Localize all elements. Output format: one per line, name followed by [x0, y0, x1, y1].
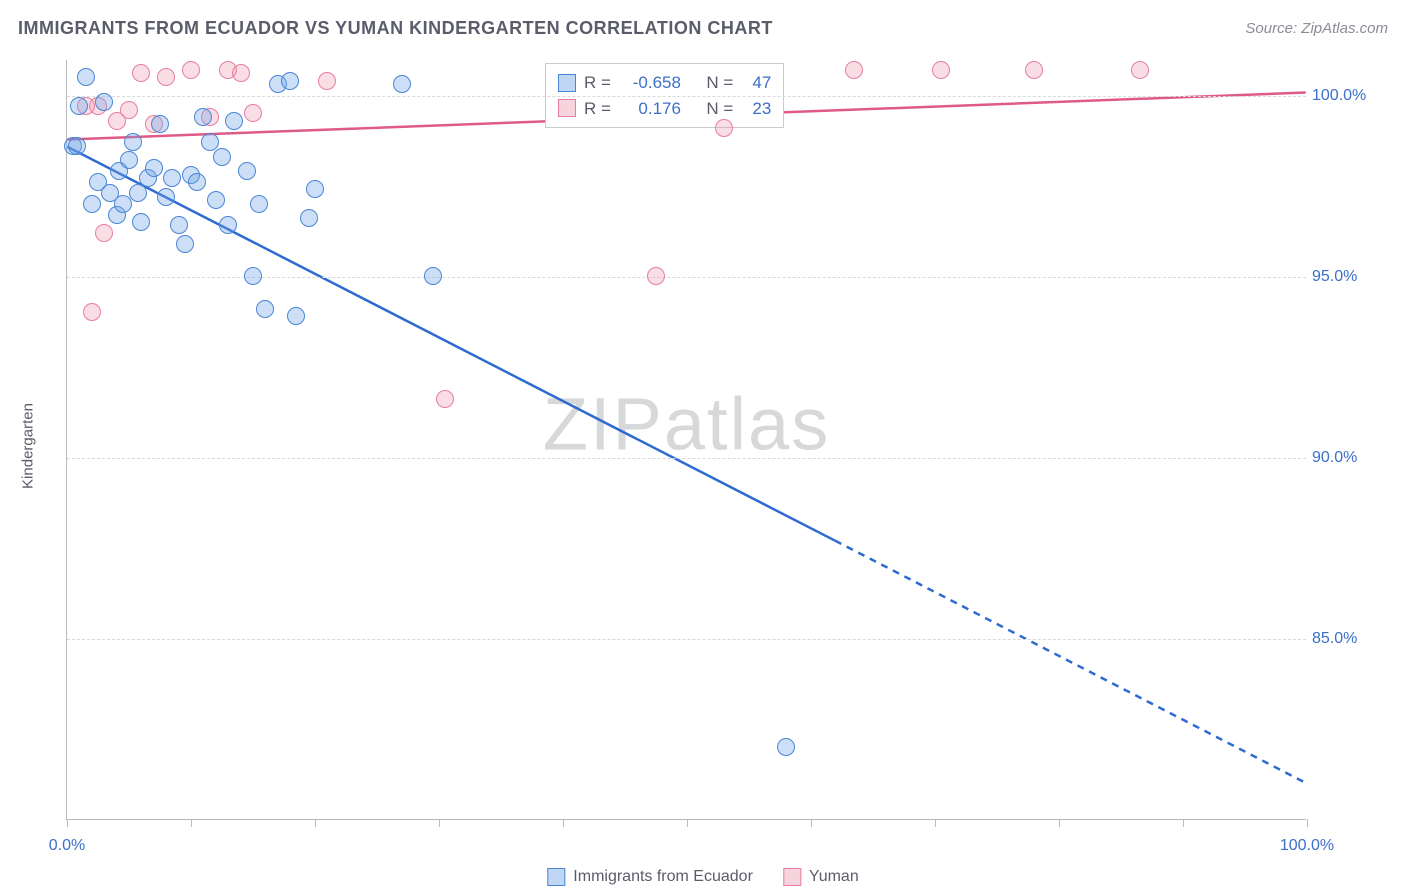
x-tick-label: 100.0% — [1280, 837, 1334, 855]
stats-row-blue: R = -0.658 N = 47 — [558, 70, 771, 96]
data-point — [95, 93, 113, 111]
chart-source: Source: ZipAtlas.com — [1245, 20, 1388, 37]
x-tick — [811, 819, 812, 827]
data-point — [238, 162, 256, 180]
data-point — [777, 738, 795, 756]
gridline — [67, 96, 1306, 97]
watermark: ZIPatlas — [543, 382, 830, 467]
legend-item-pink: Yuman — [783, 868, 859, 886]
data-point — [845, 61, 863, 79]
data-point — [95, 224, 113, 242]
x-tick — [191, 819, 192, 827]
data-point — [424, 267, 442, 285]
source-prefix: Source: — [1245, 20, 1301, 37]
data-point — [182, 61, 200, 79]
trend-line — [835, 541, 1306, 783]
data-point — [132, 64, 150, 82]
data-point — [1025, 61, 1043, 79]
data-point — [157, 188, 175, 206]
gridline — [67, 639, 1306, 640]
y-tick-label: 95.0% — [1312, 268, 1380, 286]
y-tick-label: 90.0% — [1312, 449, 1380, 467]
data-point — [68, 137, 86, 155]
y-axis-label: Kindergarten — [20, 403, 37, 489]
data-point — [194, 108, 212, 126]
data-point — [436, 390, 454, 408]
swatch-blue — [558, 74, 576, 92]
pink-n-value: 23 — [741, 96, 771, 122]
data-point — [157, 68, 175, 86]
x-tick — [67, 819, 68, 827]
data-point — [306, 180, 324, 198]
x-tick — [1059, 819, 1060, 827]
gridline — [67, 458, 1306, 459]
data-point — [393, 75, 411, 93]
data-point — [715, 119, 733, 137]
data-point — [244, 267, 262, 285]
data-point — [83, 195, 101, 213]
data-point — [318, 72, 336, 90]
y-tick-label: 100.0% — [1312, 87, 1380, 105]
data-point — [151, 115, 169, 133]
data-point — [145, 159, 163, 177]
blue-r-value: -0.658 — [619, 70, 681, 96]
data-point — [163, 169, 181, 187]
data-point — [232, 64, 250, 82]
x-tick — [687, 819, 688, 827]
r-label: R = — [584, 70, 611, 96]
legend-label-pink: Yuman — [809, 868, 859, 886]
y-tick-label: 85.0% — [1312, 630, 1380, 648]
data-point — [225, 112, 243, 130]
legend-label-blue: Immigrants from Ecuador — [573, 868, 753, 886]
data-point — [256, 300, 274, 318]
data-point — [207, 191, 225, 209]
swatch-pink — [783, 868, 801, 886]
series-legend: Immigrants from Ecuador Yuman — [547, 868, 858, 886]
x-tick — [935, 819, 936, 827]
swatch-pink — [558, 99, 576, 117]
data-point — [213, 148, 231, 166]
trend-line — [67, 147, 835, 541]
x-tick — [315, 819, 316, 827]
data-point — [77, 68, 95, 86]
watermark-atlas: atlas — [664, 383, 830, 466]
blue-n-value: 47 — [741, 70, 771, 96]
source-name: ZipAtlas.com — [1301, 20, 1388, 37]
data-point — [83, 303, 101, 321]
chart-header: IMMIGRANTS FROM ECUADOR VS YUMAN KINDERG… — [18, 18, 1388, 39]
stats-row-pink: R = 0.176 N = 23 — [558, 96, 771, 122]
data-point — [120, 151, 138, 169]
data-point — [170, 216, 188, 234]
data-point — [281, 72, 299, 90]
data-point — [70, 97, 88, 115]
data-point — [244, 104, 262, 122]
data-point — [300, 209, 318, 227]
data-point — [250, 195, 268, 213]
data-point — [132, 213, 150, 231]
pink-r-value: 0.176 — [619, 96, 681, 122]
chart-title: IMMIGRANTS FROM ECUADOR VS YUMAN KINDERG… — [18, 18, 773, 39]
x-tick — [1307, 819, 1308, 827]
legend-item-blue: Immigrants from Ecuador — [547, 868, 753, 886]
data-point — [188, 173, 206, 191]
n-label: N = — [706, 96, 733, 122]
data-point — [176, 235, 194, 253]
data-point — [932, 61, 950, 79]
swatch-blue — [547, 868, 565, 886]
n-label: N = — [706, 70, 733, 96]
x-tick-label: 0.0% — [49, 837, 85, 855]
data-point — [287, 307, 305, 325]
x-tick — [563, 819, 564, 827]
data-point — [124, 133, 142, 151]
data-point — [219, 216, 237, 234]
data-point — [1131, 61, 1149, 79]
data-point — [120, 101, 138, 119]
watermark-zip: ZIP — [543, 383, 664, 466]
plot-area: ZIPatlas R = -0.658 N = 47 R = 0.176 N =… — [66, 60, 1306, 820]
x-tick — [439, 819, 440, 827]
x-tick — [1183, 819, 1184, 827]
r-label: R = — [584, 96, 611, 122]
data-point — [647, 267, 665, 285]
